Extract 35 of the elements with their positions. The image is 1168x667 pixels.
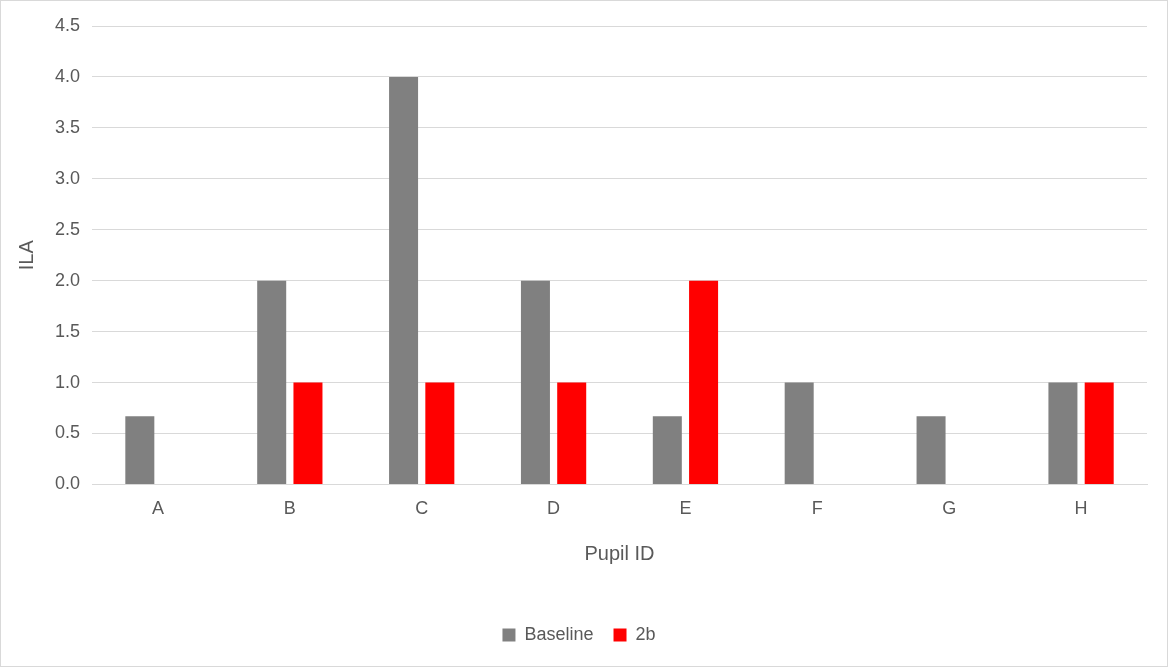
- x-tick-label: F: [811, 498, 823, 519]
- bar: [125, 416, 155, 484]
- x-axis-title: Pupil ID: [584, 541, 655, 564]
- bar: [293, 382, 323, 484]
- bar: [784, 382, 814, 484]
- bar: [1048, 382, 1078, 484]
- x-tick-label: H: [1074, 498, 1088, 519]
- y-tick-label: 4.0: [54, 65, 81, 86]
- x-tick-label: A: [151, 498, 164, 519]
- bar: [689, 280, 719, 484]
- legend-label: 2b: [635, 623, 656, 644]
- y-tick-label: 0.0: [54, 473, 81, 494]
- y-tick-label: 3.0: [54, 167, 81, 188]
- y-tick-label: 3.5: [54, 116, 81, 137]
- bar: [389, 76, 419, 484]
- bar: [652, 416, 682, 484]
- y-tick-label: 2.0: [54, 269, 81, 290]
- y-tick-label: 4.5: [54, 14, 81, 35]
- bar: [1084, 382, 1114, 484]
- bar: [257, 280, 287, 484]
- bar: [557, 382, 587, 484]
- x-tick-label: D: [547, 498, 561, 519]
- x-tick-label: G: [942, 498, 957, 519]
- y-tick-label: 2.5: [54, 218, 81, 239]
- legend-label: Baseline: [524, 623, 594, 644]
- x-tick-label: C: [415, 498, 429, 519]
- y-tick-label: 1.5: [54, 320, 81, 341]
- y-axis-title: ILA: [14, 239, 37, 271]
- y-tick-label: 0.5: [54, 422, 81, 443]
- x-tick-label: E: [679, 498, 692, 519]
- bar: [425, 382, 455, 484]
- bar: [520, 280, 550, 484]
- bar: [916, 416, 946, 484]
- x-tick-label: B: [283, 498, 296, 519]
- y-tick-label: 1.0: [54, 371, 81, 392]
